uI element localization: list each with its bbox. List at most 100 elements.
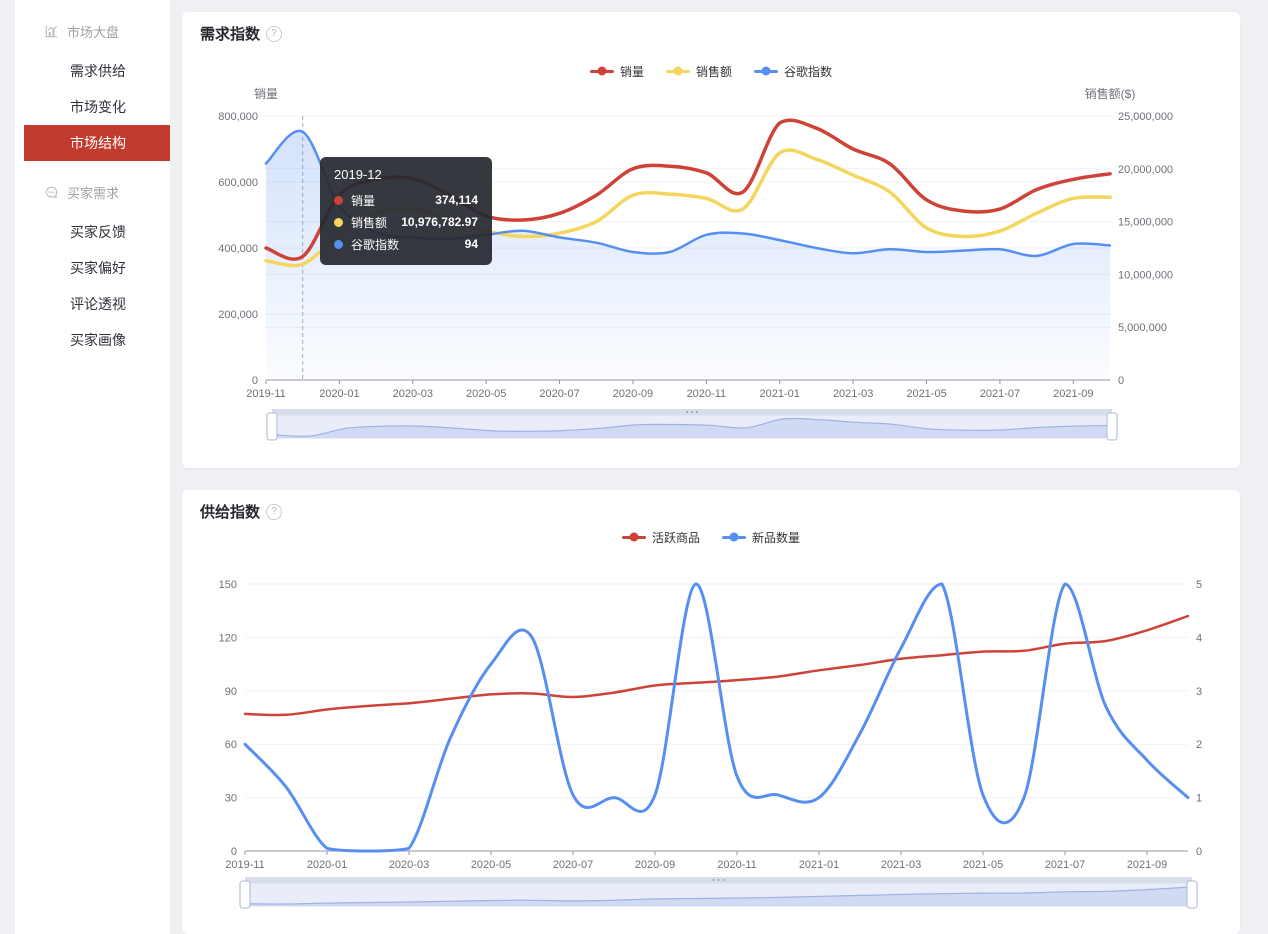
svg-text:2021-07: 2021-07 [980, 388, 1020, 400]
legend-marker-icon [621, 535, 646, 539]
demand-chart-canvas[interactable]: 2019-11 2020-01 2020-03 2020-05 2020-07 2020-… [182, 12, 1240, 468]
tooltip-row: 销售额 10,976,782.97 [334, 211, 478, 233]
legend-item[interactable]: 活跃商品 [621, 530, 700, 545]
supply-card-title-text: 供给指数 [200, 504, 261, 521]
svg-text:2021-05: 2021-05 [906, 388, 946, 400]
legend-marker-icon [665, 69, 690, 73]
svg-text:4: 4 [1196, 632, 1202, 644]
svg-text:2021-03: 2021-03 [881, 859, 921, 871]
legend-marker-icon [754, 69, 778, 73]
sidebar-item[interactable]: 买家画像 [70, 332, 126, 348]
svg-text:2019-11: 2019-11 [225, 859, 265, 871]
svg-text:0: 0 [252, 375, 258, 387]
svg-text:2021-01: 2021-01 [760, 388, 800, 400]
datazoom-handle[interactable] [1106, 412, 1118, 441]
datazoom-handle[interactable] [266, 412, 278, 441]
svg-text:0: 0 [1196, 846, 1202, 858]
legend-label: 销量 [619, 64, 644, 79]
svg-text:2021-07: 2021-07 [1045, 859, 1085, 871]
svg-text:销量: 销量 [254, 87, 278, 101]
svg-text:2020-01: 2020-01 [307, 859, 347, 871]
tooltip-series-label: 谷歌指数 [351, 237, 400, 252]
svg-text:销售额($): 销售额($) [1085, 86, 1136, 101]
svg-text:2021-09: 2021-09 [1053, 388, 1093, 400]
svg-text:10,000,000: 10,000,000 [1118, 269, 1173, 281]
legend-label: 谷歌指数 [784, 64, 833, 79]
demand-index-card: 需求指数 ? 销量 销售额 谷歌指数 2019-11 2020-01 2020-03 20… [182, 12, 1240, 468]
svg-text:5: 5 [1196, 579, 1202, 591]
sidebar-item[interactable]: 市场结构 [24, 125, 170, 161]
legend-marker-icon [589, 69, 614, 73]
series-dot-icon [334, 195, 343, 205]
svg-text:2020-09: 2020-09 [613, 388, 653, 400]
legend-marker-icon [722, 535, 746, 539]
svg-text:2021-03: 2021-03 [833, 388, 873, 400]
svg-text:120: 120 [219, 632, 237, 644]
svg-text:60: 60 [225, 739, 237, 751]
svg-text:2020-09: 2020-09 [635, 859, 675, 871]
svg-text:15,000,000: 15,000,000 [1118, 217, 1173, 229]
svg-text:1: 1 [1196, 793, 1202, 805]
demand-chart-legend: 销量 销售额 谷歌指数 [182, 64, 1240, 79]
datazoom-handle[interactable] [239, 880, 251, 909]
svg-text:25,000,000: 25,000,000 [1118, 111, 1173, 123]
svg-text:90: 90 [225, 686, 237, 698]
svg-text:200,000: 200,000 [218, 309, 258, 321]
svg-text:2021-09: 2021-09 [1127, 859, 1167, 871]
svg-text:2: 2 [1196, 739, 1202, 751]
sidebar-item[interactable]: 需求供给 [70, 63, 126, 79]
legend-item[interactable]: 销量 [589, 64, 644, 79]
svg-text:2020-07: 2020-07 [539, 388, 579, 400]
sidebar: 市场大盘 需求供给 市场变化 市场结构 买家需求 买家反馈 买家偏好 评论透视 买家画像 [15, 0, 170, 934]
svg-text:2020-05: 2020-05 [471, 859, 511, 871]
svg-text:600,000: 600,000 [218, 177, 258, 189]
legend-item[interactable]: 销售额 [665, 64, 732, 79]
svg-text:0: 0 [1118, 375, 1124, 387]
datazoom-handle[interactable] [1186, 880, 1198, 909]
svg-text:20,000,000: 20,000,000 [1118, 164, 1173, 176]
sidebar-section-label: 买家需求 [67, 185, 120, 201]
svg-text:2020-05: 2020-05 [466, 388, 506, 400]
tooltip-series-value: 94 [464, 237, 478, 251]
sidebar-item[interactable]: 市场变化 [70, 99, 126, 115]
tooltip-title: 2019-12 [334, 167, 382, 182]
svg-text:150: 150 [219, 579, 237, 591]
bar-chart-icon [44, 24, 59, 39]
supply-chart-legend: 活跃商品 新品数量 [182, 530, 1240, 545]
svg-text:2021-05: 2021-05 [963, 859, 1003, 871]
sidebar-section-header: 买家需求 [44, 183, 170, 201]
svg-text:5,000,000: 5,000,000 [1118, 322, 1167, 334]
chart-tooltip: 2019-12 销量 374,114 销售额 10,976,782.97 谷歌指数 94 [320, 157, 492, 265]
legend-label: 销售额 [695, 64, 732, 79]
tooltip-series-value: 374,114 [435, 193, 478, 207]
svg-text:30: 30 [225, 793, 237, 805]
help-icon[interactable]: ? [266, 25, 283, 42]
legend-item[interactable]: 谷歌指数 [754, 64, 833, 79]
tooltip-row: 谷歌指数 94 [334, 233, 478, 255]
svg-text:2021-01: 2021-01 [799, 859, 839, 871]
legend-label: 新品数量 [752, 530, 801, 545]
svg-text:0: 0 [231, 846, 237, 858]
svg-text:2020-03: 2020-03 [393, 388, 433, 400]
svg-text:3: 3 [1196, 686, 1202, 698]
sidebar-item[interactable]: 买家偏好 [70, 260, 126, 276]
tooltip-series-value: 10,976,782.97 [401, 215, 478, 229]
help-icon[interactable]: ? [266, 503, 283, 520]
sidebar-item[interactable]: 买家反馈 [70, 224, 126, 240]
svg-text:400,000: 400,000 [218, 243, 258, 255]
comment-icon [44, 185, 59, 200]
supply-index-card: 供给指数 ? 活跃商品 新品数量 2019-11 2020-01 2020-03 202… [182, 490, 1240, 934]
sidebar-item[interactable]: 评论透视 [70, 296, 126, 312]
series-dot-icon [334, 217, 343, 227]
legend-item[interactable]: 新品数量 [722, 530, 801, 545]
tooltip-series-label: 销售额 [351, 215, 388, 230]
series-dot-icon [334, 239, 343, 249]
svg-text:800,000: 800,000 [218, 111, 258, 123]
supply-card-title: 供给指数 ? [200, 501, 283, 522]
tooltip-row: 销量 374,114 [334, 189, 478, 211]
svg-text:2020-11: 2020-11 [687, 388, 727, 400]
supply-chart-canvas[interactable]: 2019-11 2020-01 2020-03 2020-05 2020-07 2020-… [182, 490, 1240, 934]
svg-text:2020-01: 2020-01 [319, 388, 359, 400]
demand-card-title-text: 需求指数 [200, 26, 261, 43]
